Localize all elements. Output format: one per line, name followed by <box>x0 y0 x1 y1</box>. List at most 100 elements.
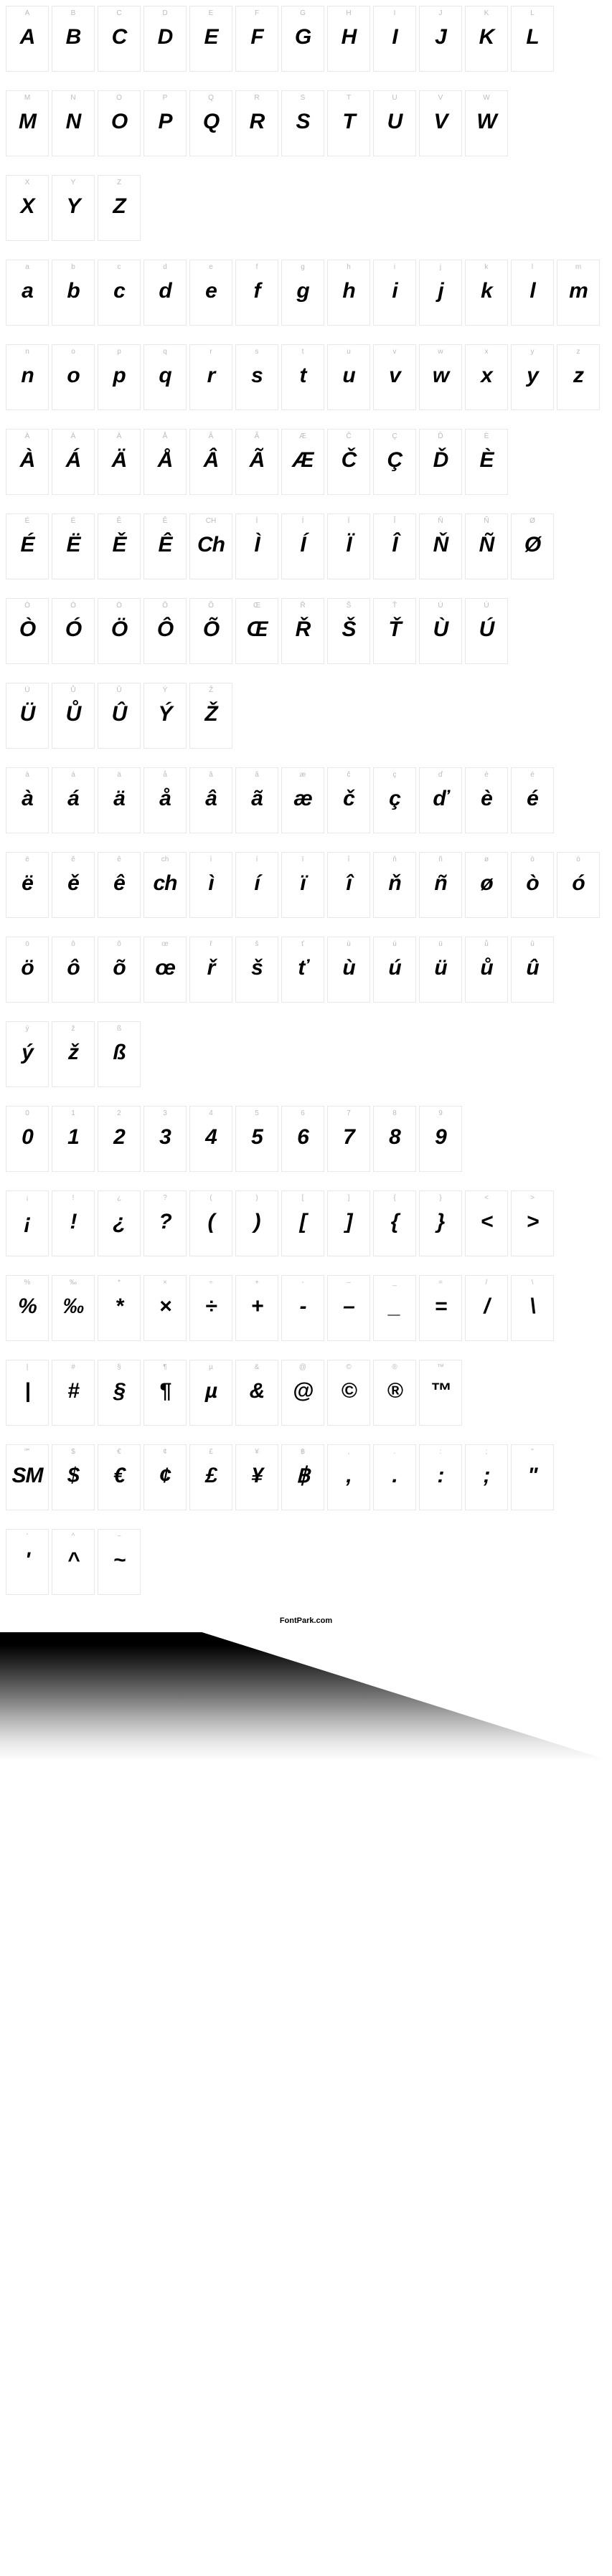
glyph-char: ö <box>21 957 33 979</box>
glyph-char: I <box>392 27 397 48</box>
glyph-char: : <box>438 1465 444 1487</box>
glyph-key-label: 5 <box>236 1109 278 1117</box>
glyph-char: j <box>438 280 443 302</box>
glyph-key-label: Q <box>190 94 232 102</box>
glyph-cell: ää <box>98 767 141 833</box>
glyph-row: aabbccddeeffgghhiijjkkllmm <box>6 260 606 326</box>
glyph-char: | <box>24 1381 29 1402</box>
glyph-row: ℠SM$$€€¢¢££¥¥฿฿,,..::;;"" <box>6 1444 606 1510</box>
glyph-cell: áá <box>52 767 95 833</box>
glyph-key-label: Ô <box>144 602 186 610</box>
glyph-key-label: ÷ <box>190 1279 232 1287</box>
glyph-char: A <box>20 27 35 48</box>
glyph-cell: ÆÆ <box>281 429 324 495</box>
glyph-cell: ℠SM <box>6 1444 49 1510</box>
glyph-cell: @@ <box>281 1360 324 1426</box>
glyph-char: i <box>392 280 397 302</box>
glyph-key-label: 4 <box>190 1109 232 1117</box>
glyph-char: 3 <box>159 1127 171 1148</box>
glyph-cell: aa <box>6 260 49 326</box>
glyph-key-label: j <box>420 263 461 271</box>
glyph-cell: ÄÄ <box>98 429 141 495</box>
glyph-char: K <box>479 27 494 48</box>
glyph-cell: bb <box>52 260 95 326</box>
glyph-key-label: ß <box>98 1025 140 1033</box>
glyph-key-label: Â <box>190 432 232 440</box>
glyph-char: Ř <box>296 619 311 640</box>
glyph-key-label: Õ <box>190 602 232 610</box>
glyph-key-label: ä <box>98 771 140 779</box>
glyph-cell: ČČ <box>327 429 370 495</box>
glyph-cell: ûû <box>511 937 554 1003</box>
glyph-char: å <box>159 788 171 810</box>
glyph-char: F <box>250 27 263 48</box>
glyph-char: Ù <box>433 619 448 640</box>
glyph-key-label: T <box>328 94 369 102</box>
glyph-cell: èè <box>465 767 508 833</box>
glyph-key-label: ฿ <box>282 1448 324 1456</box>
glyph-key-label: H <box>328 9 369 17</box>
glyph-char: 9 <box>435 1127 446 1148</box>
glyph-cell: 77 <box>327 1106 370 1172</box>
glyph-key-label: K <box>466 9 507 17</box>
glyph-cell: öö <box>6 937 49 1003</box>
glyph-key-label: Ň <box>420 517 461 525</box>
glyph-char: © <box>341 1381 356 1402</box>
glyph-key-label: P <box>144 94 186 102</box>
glyph-char: Y <box>66 196 80 217</box>
glyph-cell: uu <box>327 344 370 410</box>
glyph-key-label: å <box>144 771 186 779</box>
glyph-cell: EE <box>189 6 232 72</box>
glyph-key-label: í <box>236 856 278 863</box>
glyph-row: %%‰‰**××÷÷++--––__==//\\ <box>6 1275 606 1341</box>
glyph-row: ¡¡!!¿¿??(())[[]]{{}}<<>> <box>6 1190 606 1256</box>
glyph-cell: µµ <box>189 1360 232 1426</box>
glyph-key-label: ö <box>6 940 48 948</box>
glyph-char: * <box>116 1296 123 1317</box>
glyph-key-label: Č <box>328 432 369 440</box>
glyph-cell: ŘŘ <box>281 598 324 664</box>
glyph-cell: ££ <box>189 1444 232 1510</box>
glyph-key-label: Æ <box>282 432 324 440</box>
glyph-cell: ]] <box>327 1190 370 1256</box>
glyph-char: ç <box>389 788 400 810</box>
glyph-char: 0 <box>22 1127 33 1148</box>
glyph-cell: ++ <box>235 1275 278 1341</box>
glyph-char: ú <box>388 957 400 979</box>
glyph-char: Ï <box>346 534 351 556</box>
glyph-cell: 44 <box>189 1106 232 1172</box>
glyph-key-label: Ù <box>420 602 461 610</box>
glyph-cell: mm <box>557 260 600 326</box>
glyph-key-label: ú <box>374 940 415 948</box>
glyph-char: o <box>67 365 79 387</box>
glyph-cell: ÈÈ <box>465 429 508 495</box>
glyph-cell: ŤŤ <box>373 598 416 664</box>
glyph-cell: ïï <box>281 852 324 918</box>
glyph-cell: ¢¢ <box>143 1444 187 1510</box>
glyph-char: 2 <box>113 1127 125 1148</box>
glyph-cell: PP <box>143 90 187 156</box>
glyph-cell: žž <box>52 1021 95 1087</box>
glyph-char: ] <box>346 1211 352 1233</box>
glyph-cell: ®® <box>373 1360 416 1426</box>
glyph-char: Æ <box>293 450 314 471</box>
glyph-key-label: µ <box>190 1363 232 1371</box>
glyph-char: Å <box>158 450 173 471</box>
glyph-cell: ÓÓ <box>52 598 95 664</box>
glyph-cell: MM <box>6 90 49 156</box>
glyph-char: ï <box>300 873 305 894</box>
glyph-cell: €€ <box>98 1444 141 1510</box>
glyph-key-label: ch <box>144 856 186 863</box>
glyph-key-label: ( <box>190 1194 232 1202</box>
glyph-char: 6 <box>297 1127 309 1148</box>
glyph-char: Ö <box>111 619 127 640</box>
glyph-cell: YY <box>52 175 95 241</box>
glyph-char: Œ <box>247 619 268 640</box>
glyph-key-label: x <box>466 348 507 356</box>
glyph-key-label: , <box>328 1448 369 1456</box>
glyph-char: k <box>481 280 492 302</box>
glyph-key-label: . <box>374 1448 415 1456</box>
glyph-key-label: ë <box>6 856 48 863</box>
glyph-key-label: ñ <box>420 856 461 863</box>
glyph-cell: BB <box>52 6 95 72</box>
